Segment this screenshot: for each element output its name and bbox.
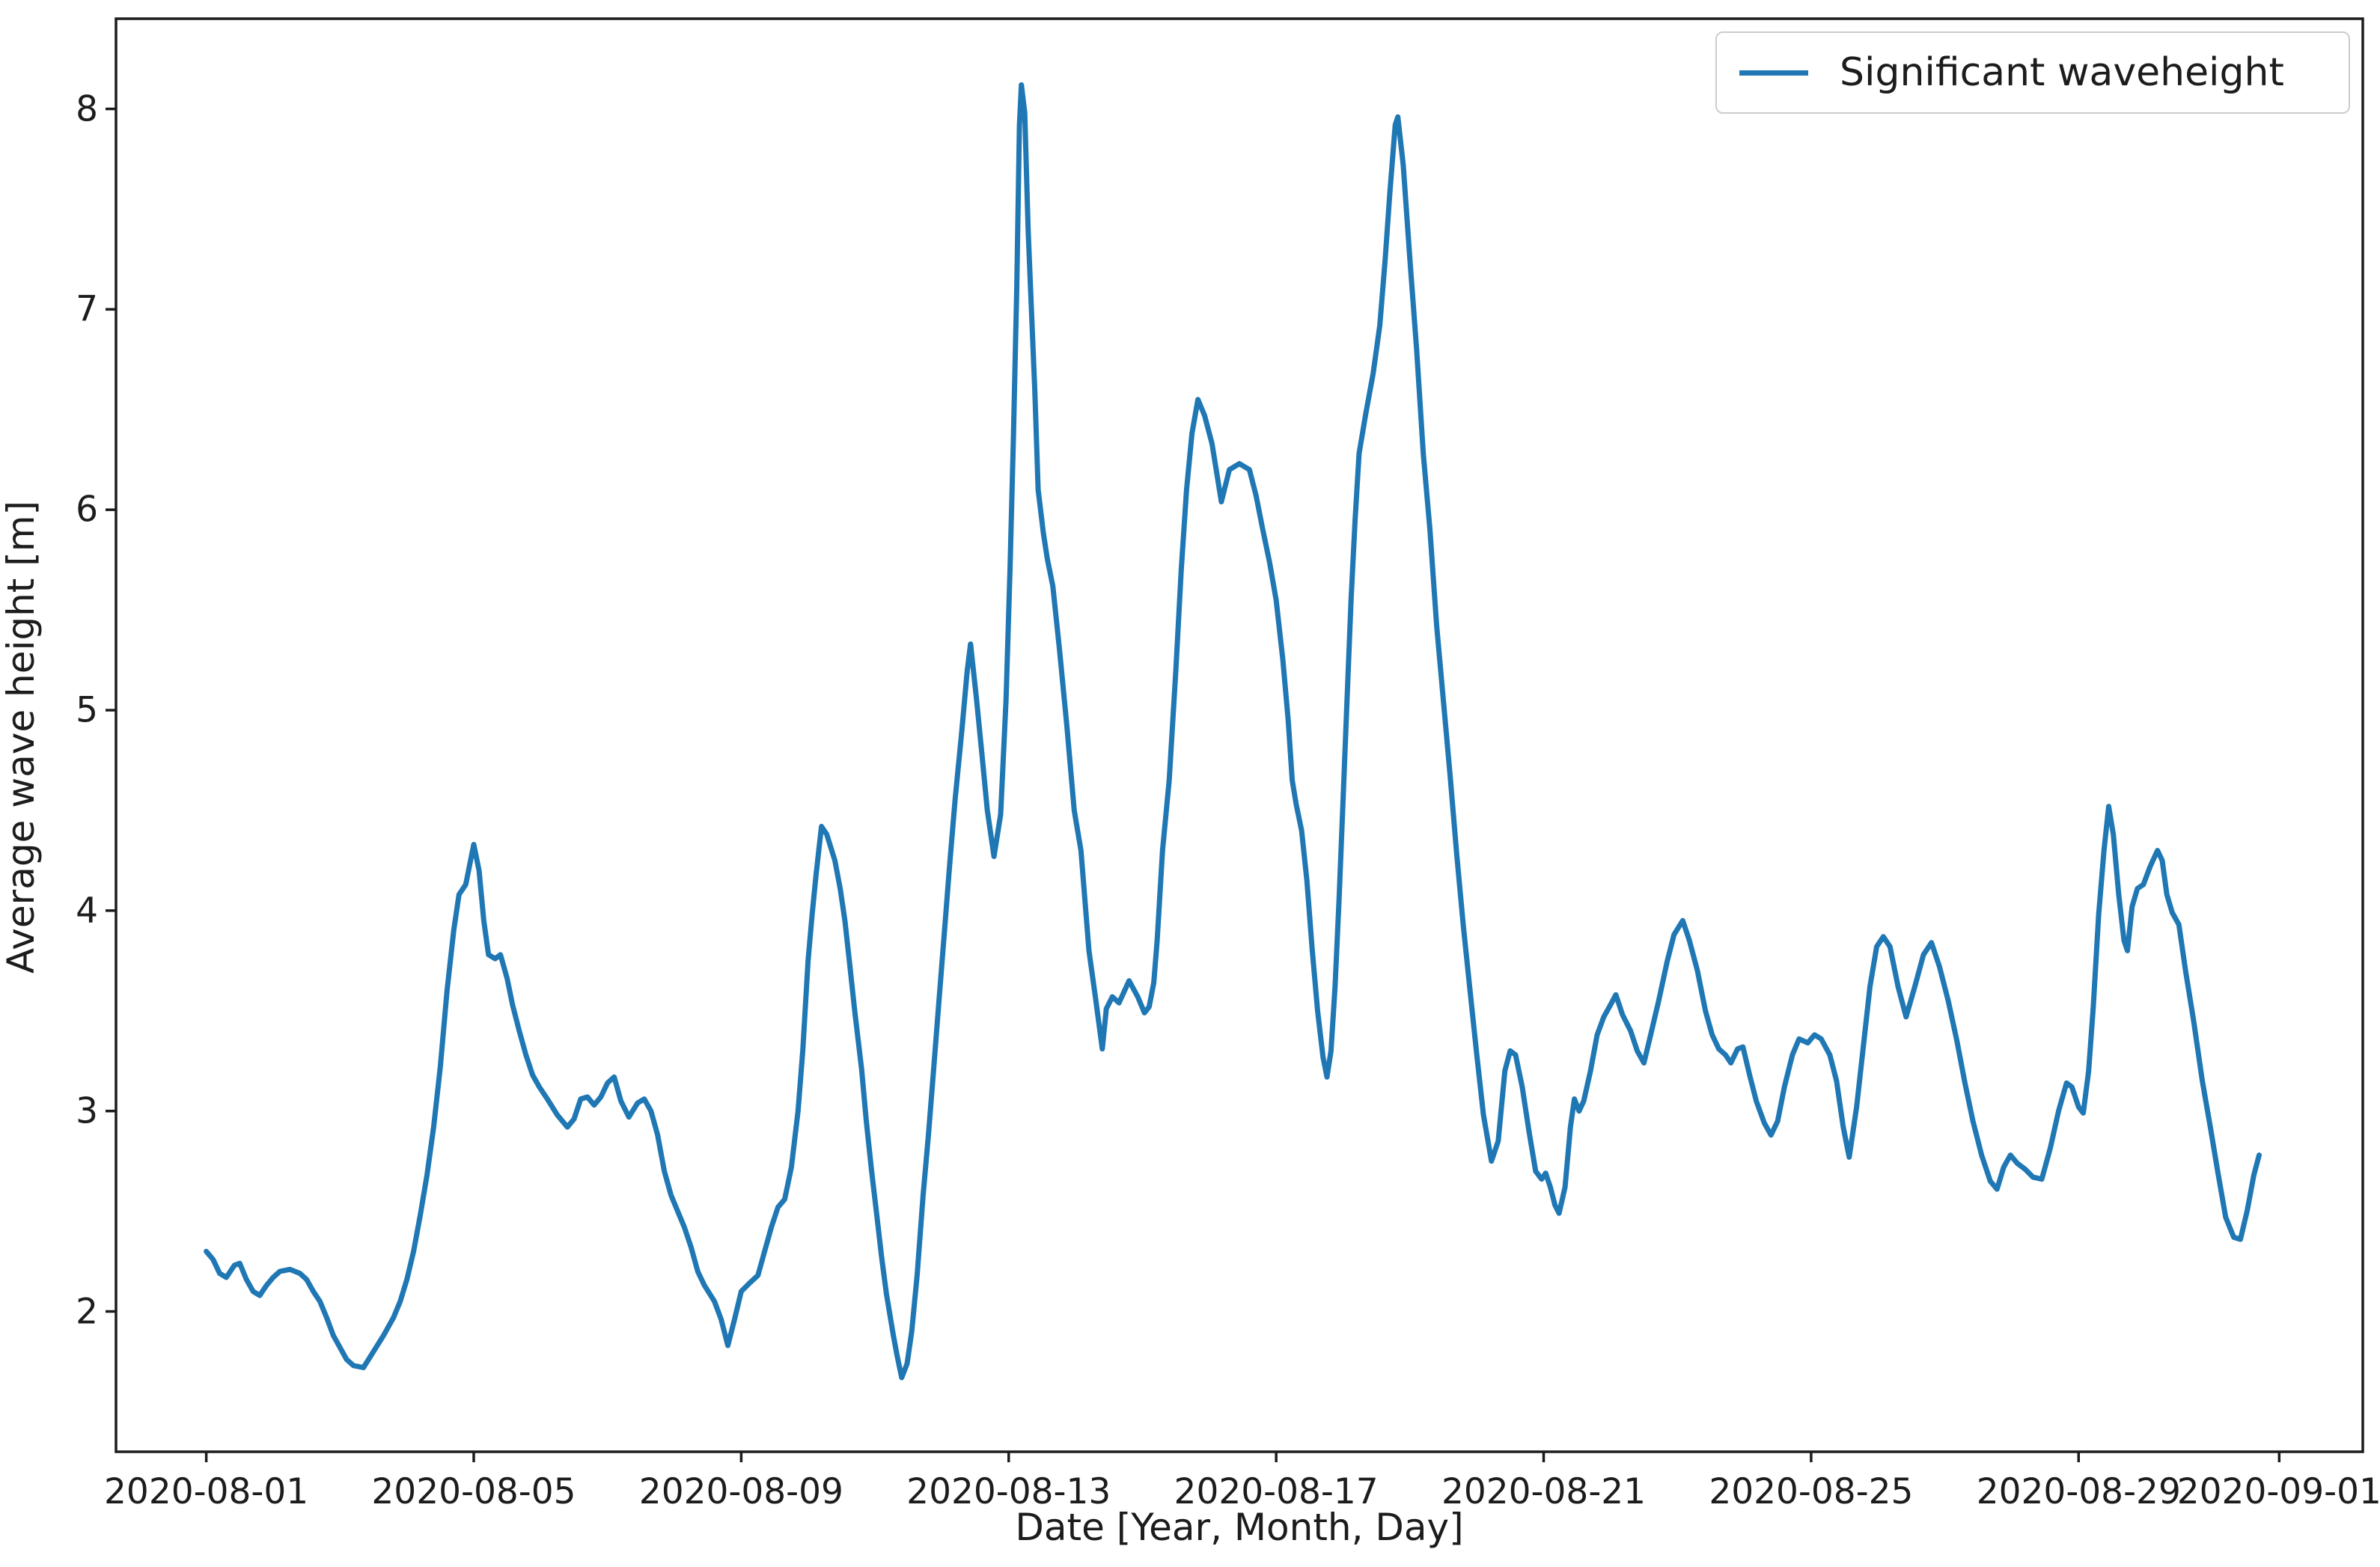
plot-frame [115, 17, 2364, 1453]
y-tick-label-7: 7 [76, 288, 98, 330]
y-tick-label-3: 3 [76, 1090, 98, 1132]
x-tick-label-2020-08-29: 2020-08-29 [1976, 1471, 2181, 1512]
legend-box: Significant waveheight [1715, 31, 2350, 114]
legend-label: Significant waveheight [1840, 50, 2284, 95]
significant-waveheight-line [204, 82, 2262, 1381]
x-tick-label-2020-08-17: 2020-08-17 [1174, 1471, 1379, 1512]
legend-line-sample-icon [1739, 70, 1808, 76]
x-axis-title: Date [Year, Month, Day] [1015, 1506, 1464, 1549]
y-tick-label-4: 4 [76, 890, 98, 932]
x-tick-label-2020-08-09: 2020-08-09 [638, 1471, 843, 1512]
x-tick-label-2020-08-13: 2020-08-13 [906, 1471, 1111, 1512]
x-tick-label-2020-08-01: 2020-08-01 [104, 1471, 309, 1512]
x-tick-label-2020-08-05: 2020-08-05 [371, 1471, 576, 1512]
x-tick-label-2020-08-25: 2020-08-25 [1709, 1471, 1914, 1512]
y-tick-label-6: 6 [76, 489, 98, 531]
y-tick-label-5: 5 [76, 689, 98, 731]
x-tick-label-2020-09-01: 2020-09-01 [2176, 1471, 2380, 1512]
y-tick-label-2: 2 [76, 1291, 98, 1333]
y-tick-label-8: 8 [76, 88, 98, 130]
x-tick-label-2020-08-21: 2020-08-21 [1441, 1471, 1647, 1512]
